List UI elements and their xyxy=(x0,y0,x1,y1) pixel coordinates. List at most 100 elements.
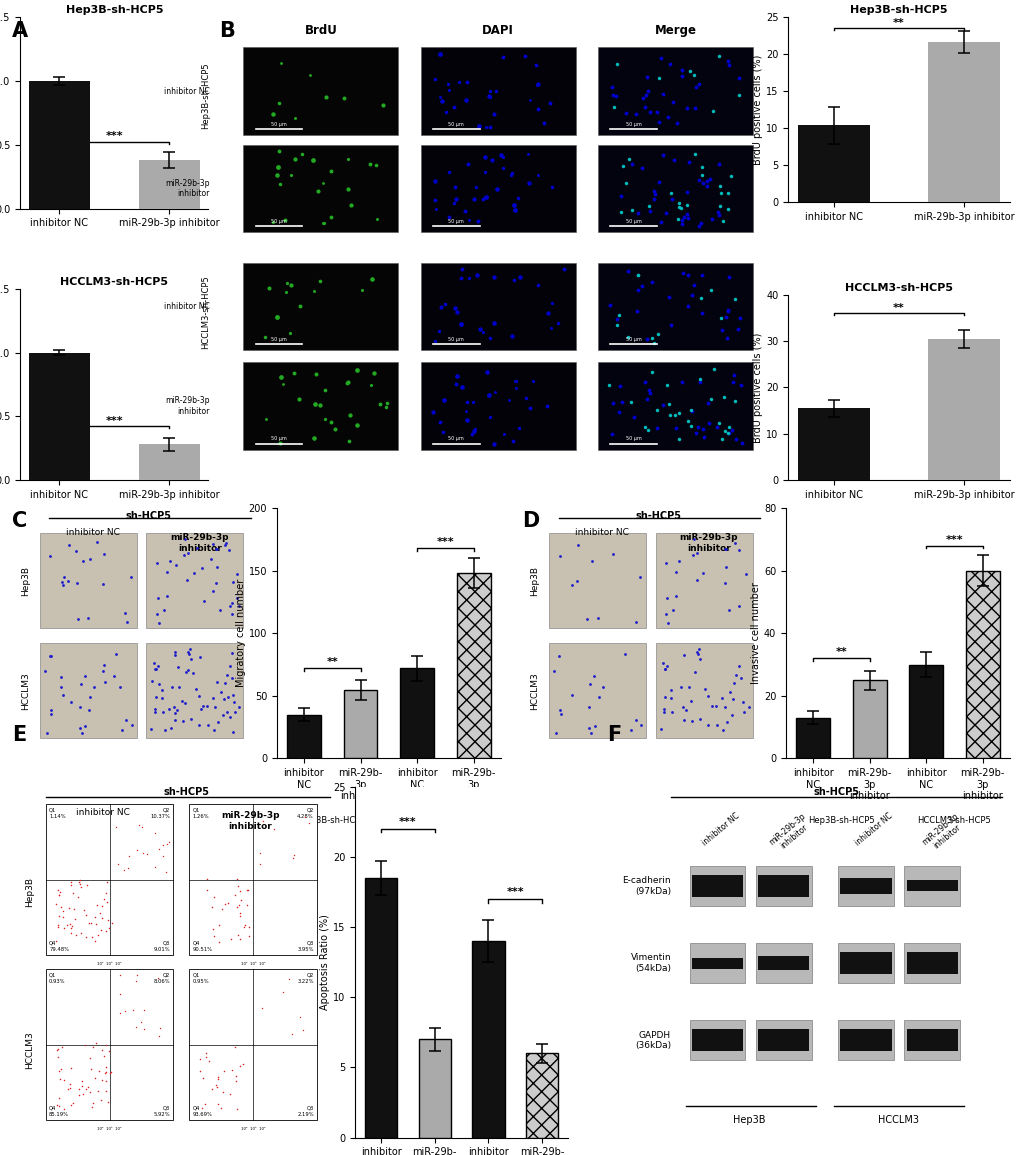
Bar xyxy=(840,878,892,894)
Text: 50 μm: 50 μm xyxy=(448,218,464,224)
Bar xyxy=(906,1029,957,1051)
Y-axis label: BrdU positive cells (%): BrdU positive cells (%) xyxy=(752,54,762,165)
Bar xyxy=(286,715,321,759)
Text: 10²  10³  10⁴: 10² 10³ 10⁴ xyxy=(98,1127,122,1131)
Bar xyxy=(689,942,745,983)
Text: Hep3B-sh-HCP5: Hep3B-sh-HCP5 xyxy=(807,815,874,825)
Title: HCCLM3-sh-HCP5: HCCLM3-sh-HCP5 xyxy=(60,277,168,286)
Bar xyxy=(40,534,137,628)
Bar xyxy=(399,669,433,759)
Text: 10²  10³  10⁴: 10² 10³ 10⁴ xyxy=(240,962,265,967)
Bar xyxy=(927,338,999,480)
Text: Q3
3.95%: Q3 3.95% xyxy=(298,941,314,952)
Text: E: E xyxy=(12,725,26,745)
Bar xyxy=(46,969,173,1120)
Bar xyxy=(904,1020,959,1060)
Text: Q4
93.69%: Q4 93.69% xyxy=(193,1105,212,1117)
Title: HCCLM3-sh-HCP5: HCCLM3-sh-HCP5 xyxy=(844,283,952,292)
Bar xyxy=(418,1040,450,1138)
Text: miR-29b-3p
inhibitor: miR-29b-3p inhibitor xyxy=(220,811,279,830)
Text: HCCLM3: HCCLM3 xyxy=(20,672,30,709)
Y-axis label: Migratory cell number: Migratory cell number xyxy=(235,579,246,687)
Title: Hep3B-sh-HCP5: Hep3B-sh-HCP5 xyxy=(65,5,163,15)
Text: 50 μm: 50 μm xyxy=(271,218,286,224)
Text: Q2
4.28%: Q2 4.28% xyxy=(297,807,314,819)
Text: Q3
5.92%: Q3 5.92% xyxy=(154,1105,170,1117)
Y-axis label: BrdU positive cells (%): BrdU positive cells (%) xyxy=(753,333,762,442)
Text: Hep3B-sh-HCP5: Hep3B-sh-HCP5 xyxy=(299,815,365,825)
Bar xyxy=(420,262,576,350)
Text: 50 μm: 50 μm xyxy=(448,336,464,342)
Bar xyxy=(420,47,576,135)
Title: Hep3B-sh-HCP5: Hep3B-sh-HCP5 xyxy=(850,5,947,15)
Bar xyxy=(244,362,398,450)
Text: Hep3B: Hep3B xyxy=(25,877,35,907)
Text: 50 μm: 50 μm xyxy=(626,336,641,342)
Text: HCCLM3-sh-HCP5: HCCLM3-sh-HCP5 xyxy=(201,275,210,349)
Text: Q1
1.26%: Q1 1.26% xyxy=(193,807,209,819)
Text: 50 μm: 50 μm xyxy=(271,336,286,342)
Bar xyxy=(755,865,811,906)
Text: Vimentin
(54kDa): Vimentin (54kDa) xyxy=(630,953,671,973)
Bar xyxy=(457,573,490,759)
Bar xyxy=(420,362,576,450)
Text: Merge: Merge xyxy=(654,24,696,37)
Bar xyxy=(472,941,504,1138)
Text: ***: *** xyxy=(945,535,962,545)
Text: Q1
1.14%: Q1 1.14% xyxy=(49,807,65,819)
Bar xyxy=(655,534,752,628)
Text: inhibitor NC: inhibitor NC xyxy=(164,87,210,96)
Bar xyxy=(689,1020,745,1060)
Text: 50 μm: 50 μm xyxy=(626,121,641,127)
Text: HCCLM3-sh-HCP5: HCCLM3-sh-HCP5 xyxy=(917,815,990,825)
Bar xyxy=(40,643,137,738)
Text: Q3
9.01%: Q3 9.01% xyxy=(154,941,170,952)
Bar xyxy=(29,352,90,480)
Bar xyxy=(343,690,377,759)
Bar xyxy=(757,1029,809,1051)
Bar xyxy=(755,942,811,983)
Text: HCCLM3: HCCLM3 xyxy=(529,672,538,709)
Bar xyxy=(190,969,317,1120)
Bar xyxy=(908,664,943,759)
Text: Q4
85.19%: Q4 85.19% xyxy=(49,1105,69,1117)
Text: inhibitor NC: inhibitor NC xyxy=(700,811,741,848)
Bar xyxy=(597,262,752,350)
Text: ***: *** xyxy=(506,887,524,897)
Bar xyxy=(244,262,398,350)
Text: sh-HCP5: sh-HCP5 xyxy=(812,787,858,797)
Bar xyxy=(927,42,999,202)
Text: miR-29b-3p
inhibitor: miR-29b-3p inhibitor xyxy=(170,534,229,553)
Bar xyxy=(757,956,809,970)
Text: HCCLM3-sh-HCP5: HCCLM3-sh-HCP5 xyxy=(408,815,482,825)
Text: 50 μm: 50 μm xyxy=(626,437,641,441)
Text: miR-29b-3p
inhibitor: miR-29b-3p inhibitor xyxy=(165,179,210,199)
Bar xyxy=(906,952,957,974)
Text: Q2
8.06%: Q2 8.06% xyxy=(154,973,170,984)
Bar xyxy=(904,942,959,983)
Text: HCCLM3: HCCLM3 xyxy=(25,1031,35,1068)
Bar xyxy=(526,1053,557,1138)
Bar xyxy=(840,952,892,974)
Text: Q2
3.22%: Q2 3.22% xyxy=(298,973,314,984)
Text: Q3
2.19%: Q3 2.19% xyxy=(297,1105,314,1117)
Bar xyxy=(597,144,752,232)
Text: Hep3B: Hep3B xyxy=(529,566,538,596)
Text: **: ** xyxy=(893,303,904,313)
Bar xyxy=(147,643,244,738)
Bar xyxy=(689,865,745,906)
Bar xyxy=(904,865,959,906)
Bar xyxy=(852,680,886,759)
Text: BrdU: BrdU xyxy=(305,24,337,37)
Text: **: ** xyxy=(326,657,338,668)
Bar xyxy=(691,874,743,897)
Text: Q1
0.95%: Q1 0.95% xyxy=(193,973,209,984)
Text: Q2
10.37%: Q2 10.37% xyxy=(150,807,170,819)
Text: sh-HCP5: sh-HCP5 xyxy=(125,511,172,521)
Text: miR-29b-3p
inhibitor: miR-29b-3p inhibitor xyxy=(679,534,738,553)
Text: inhibitor NC: inhibitor NC xyxy=(852,811,893,848)
Text: B: B xyxy=(219,21,235,40)
Text: ***: *** xyxy=(105,416,123,426)
Bar xyxy=(190,804,317,955)
Y-axis label: Invasive cell number: Invasive cell number xyxy=(750,582,760,684)
